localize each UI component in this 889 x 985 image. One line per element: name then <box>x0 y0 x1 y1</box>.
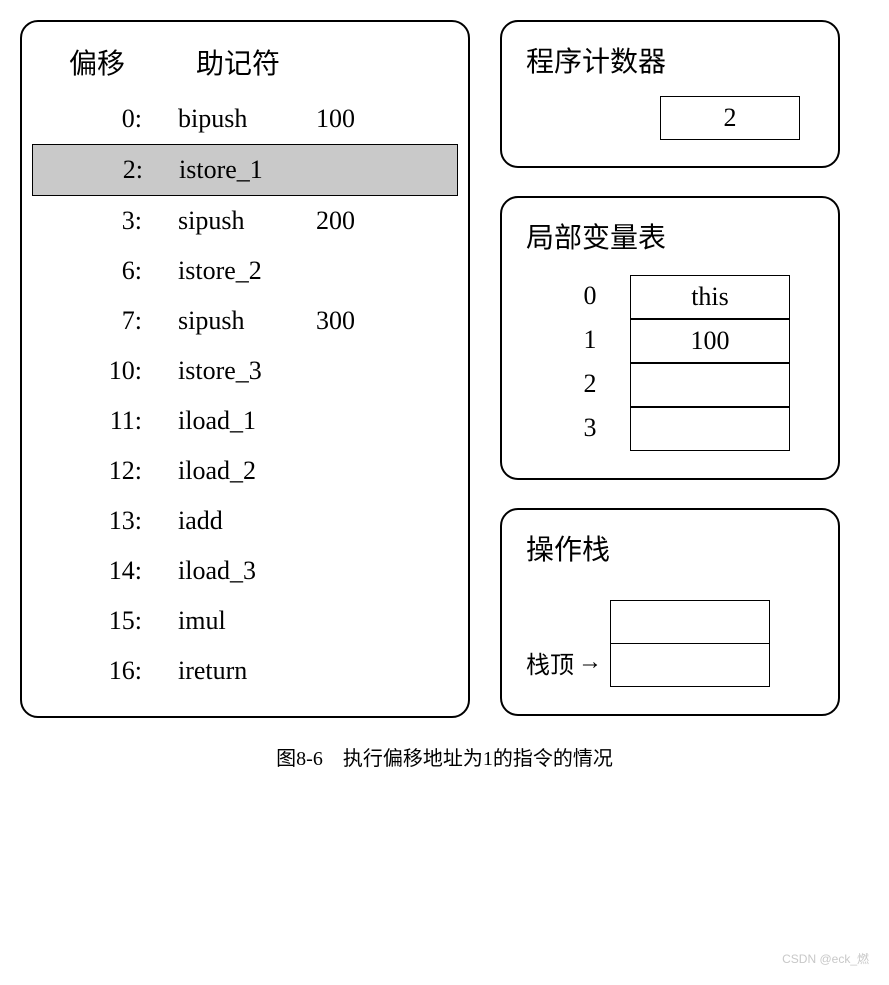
header-mnemonic: 助记符 <box>162 42 458 82</box>
offset-cell: 16: <box>40 656 150 686</box>
stack-cell <box>610 600 770 644</box>
bytecode-row: 10:istore_3 <box>32 346 458 396</box>
offset-cell: 12: <box>40 456 150 486</box>
local-var-row: 1100 <box>550 318 800 362</box>
offset-cell: 14: <box>40 556 150 586</box>
local-var-index: 1 <box>550 325 630 355</box>
local-var-index: 0 <box>550 281 630 311</box>
diagram-container: 偏移 助记符 0:bipush1002:istore_13:sipush2006… <box>20 20 869 718</box>
local-var-cell: this <box>630 275 790 319</box>
mnemonic-cell: iadd <box>150 506 310 536</box>
watermark-text: CSDN @eck_燃 <box>782 950 869 967</box>
arg-cell: 100 <box>310 104 450 134</box>
bytecode-row: 2:istore_1 <box>32 144 458 196</box>
arrow-right-icon: → <box>578 649 602 676</box>
local-var-row: 0this <box>550 274 800 318</box>
offset-cell: 15: <box>40 606 150 636</box>
mnemonic-cell: iload_2 <box>150 456 310 486</box>
pc-panel: 程序计数器 2 <box>500 20 840 168</box>
bytecode-row: 3:sipush200 <box>32 196 458 246</box>
local-var-row: 2 <box>550 362 800 406</box>
header-offset: 偏移 <box>32 42 162 82</box>
bytecode-row: 13:iadd <box>32 496 458 546</box>
offset-cell: 3: <box>40 206 150 236</box>
stack-cell <box>610 643 770 687</box>
mnemonic-cell: istore_2 <box>150 256 310 286</box>
stack-area: 栈顶 → <box>526 600 800 686</box>
local-var-cell: 100 <box>630 319 790 363</box>
bytecode-row: 14:iload_3 <box>32 546 458 596</box>
local-vars-panel: 局部变量表 0this110023 <box>500 196 840 480</box>
mnemonic-cell: istore_1 <box>151 155 311 185</box>
bytecode-row: 6:istore_2 <box>32 246 458 296</box>
local-var-index: 2 <box>550 369 630 399</box>
mnemonic-cell: istore_3 <box>150 356 310 386</box>
bytecode-row: 12:iload_2 <box>32 446 458 496</box>
offset-cell: 2: <box>41 155 151 185</box>
offset-cell: 6: <box>40 256 150 286</box>
offset-cell: 13: <box>40 506 150 536</box>
bytecode-row: 0:bipush100 <box>32 94 458 144</box>
offset-cell: 0: <box>40 104 150 134</box>
stack-panel: 操作栈 栈顶 → <box>500 508 840 716</box>
bytecode-row: 15:imul <box>32 596 458 646</box>
bytecode-row: 11:iload_1 <box>32 396 458 446</box>
stack-cells <box>610 600 770 686</box>
offset-cell: 10: <box>40 356 150 386</box>
mnemonic-cell: sipush <box>150 306 310 336</box>
bytecode-header: 偏移 助记符 <box>32 36 458 94</box>
local-vars-table: 0this110023 <box>550 274 800 450</box>
mnemonic-cell: bipush <box>150 104 310 134</box>
mnemonic-cell: imul <box>150 606 310 636</box>
mnemonic-cell: sipush <box>150 206 310 236</box>
local-var-cell <box>630 407 790 451</box>
stack-top-label: 栈顶 <box>526 645 574 680</box>
mnemonic-cell: ireturn <box>150 656 310 686</box>
bytecode-panel: 偏移 助记符 0:bipush1002:istore_13:sipush2006… <box>20 20 470 718</box>
right-column: 程序计数器 2 局部变量表 0this110023 操作栈 栈顶 → <box>500 20 840 716</box>
stack-top-label-area: 栈顶 → <box>526 645 602 686</box>
pc-title: 程序计数器 <box>510 36 830 92</box>
arg-cell: 300 <box>310 306 450 336</box>
arg-cell: 200 <box>310 206 450 236</box>
offset-cell: 11: <box>40 406 150 436</box>
bytecode-rows: 0:bipush1002:istore_13:sipush2006:istore… <box>32 94 458 696</box>
mnemonic-cell: iload_3 <box>150 556 310 586</box>
stack-title: 操作栈 <box>510 524 830 580</box>
local-var-index: 3 <box>550 413 630 443</box>
mnemonic-cell: iload_1 <box>150 406 310 436</box>
bytecode-row: 7:sipush300 <box>32 296 458 346</box>
pc-value-box: 2 <box>660 96 800 140</box>
figure-caption: 图8-6 执行偏移地址为1的指令的情况 <box>20 742 869 771</box>
bytecode-row: 16:ireturn <box>32 646 458 696</box>
offset-cell: 7: <box>40 306 150 336</box>
local-var-cell <box>630 363 790 407</box>
local-var-row: 3 <box>550 406 800 450</box>
local-vars-title: 局部变量表 <box>510 212 830 268</box>
